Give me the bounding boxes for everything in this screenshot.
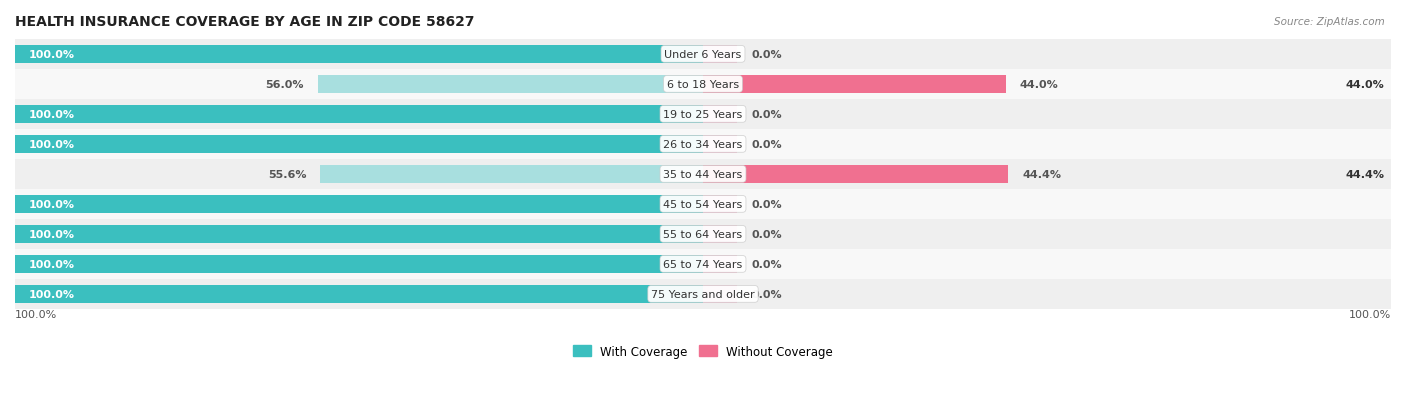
Bar bbox=[15, 46, 703, 64]
Bar bbox=[15, 249, 1391, 279]
Text: 100.0%: 100.0% bbox=[1348, 309, 1391, 319]
Text: 100.0%: 100.0% bbox=[15, 309, 58, 319]
Text: 0.0%: 0.0% bbox=[751, 199, 782, 209]
Bar bbox=[703, 256, 737, 273]
Bar bbox=[15, 106, 703, 123]
Bar bbox=[15, 70, 1391, 100]
Text: 55.6%: 55.6% bbox=[269, 169, 307, 180]
Text: 45 to 54 Years: 45 to 54 Years bbox=[664, 199, 742, 209]
Text: HEALTH INSURANCE COVERAGE BY AGE IN ZIP CODE 58627: HEALTH INSURANCE COVERAGE BY AGE IN ZIP … bbox=[15, 15, 474, 29]
Text: 0.0%: 0.0% bbox=[751, 140, 782, 150]
Bar bbox=[318, 76, 703, 93]
Text: 56.0%: 56.0% bbox=[266, 80, 304, 90]
Text: 44.0%: 44.0% bbox=[1019, 80, 1059, 90]
Text: 44.4%: 44.4% bbox=[1022, 169, 1062, 180]
Bar bbox=[15, 196, 703, 213]
Bar bbox=[15, 40, 1391, 70]
Bar bbox=[15, 130, 1391, 159]
Text: 19 to 25 Years: 19 to 25 Years bbox=[664, 109, 742, 120]
Bar bbox=[15, 159, 1391, 190]
Text: 65 to 74 Years: 65 to 74 Years bbox=[664, 259, 742, 269]
Bar bbox=[703, 136, 737, 153]
Bar bbox=[15, 190, 1391, 219]
Text: 100.0%: 100.0% bbox=[28, 140, 75, 150]
Bar bbox=[15, 100, 1391, 130]
Text: 6 to 18 Years: 6 to 18 Years bbox=[666, 80, 740, 90]
Text: 35 to 44 Years: 35 to 44 Years bbox=[664, 169, 742, 180]
Text: 100.0%: 100.0% bbox=[28, 109, 75, 120]
Bar bbox=[15, 256, 703, 273]
Bar bbox=[703, 196, 737, 213]
Bar bbox=[703, 106, 737, 123]
Text: 100.0%: 100.0% bbox=[28, 259, 75, 269]
Text: 0.0%: 0.0% bbox=[751, 289, 782, 299]
Text: 44.0%: 44.0% bbox=[1346, 80, 1384, 90]
Text: 0.0%: 0.0% bbox=[751, 229, 782, 240]
Bar bbox=[15, 225, 703, 243]
Text: 0.0%: 0.0% bbox=[751, 109, 782, 120]
Text: 0.0%: 0.0% bbox=[751, 50, 782, 60]
Text: 26 to 34 Years: 26 to 34 Years bbox=[664, 140, 742, 150]
Bar bbox=[15, 136, 703, 153]
Bar bbox=[703, 285, 737, 303]
Bar bbox=[703, 46, 737, 64]
Text: 75 Years and older: 75 Years and older bbox=[651, 289, 755, 299]
Legend: With Coverage, Without Coverage: With Coverage, Without Coverage bbox=[568, 340, 838, 363]
Text: 100.0%: 100.0% bbox=[28, 289, 75, 299]
Text: 100.0%: 100.0% bbox=[28, 50, 75, 60]
Text: 44.4%: 44.4% bbox=[1346, 169, 1384, 180]
Text: Under 6 Years: Under 6 Years bbox=[665, 50, 741, 60]
Bar bbox=[321, 166, 703, 183]
Text: 55 to 64 Years: 55 to 64 Years bbox=[664, 229, 742, 240]
Bar bbox=[703, 76, 1005, 93]
Text: Source: ZipAtlas.com: Source: ZipAtlas.com bbox=[1274, 17, 1385, 26]
Text: 100.0%: 100.0% bbox=[28, 199, 75, 209]
Text: 100.0%: 100.0% bbox=[28, 229, 75, 240]
Bar bbox=[15, 279, 1391, 309]
Text: 0.0%: 0.0% bbox=[751, 259, 782, 269]
Bar bbox=[703, 225, 737, 243]
Bar bbox=[15, 219, 1391, 249]
Bar bbox=[703, 166, 1008, 183]
Bar bbox=[15, 285, 703, 303]
